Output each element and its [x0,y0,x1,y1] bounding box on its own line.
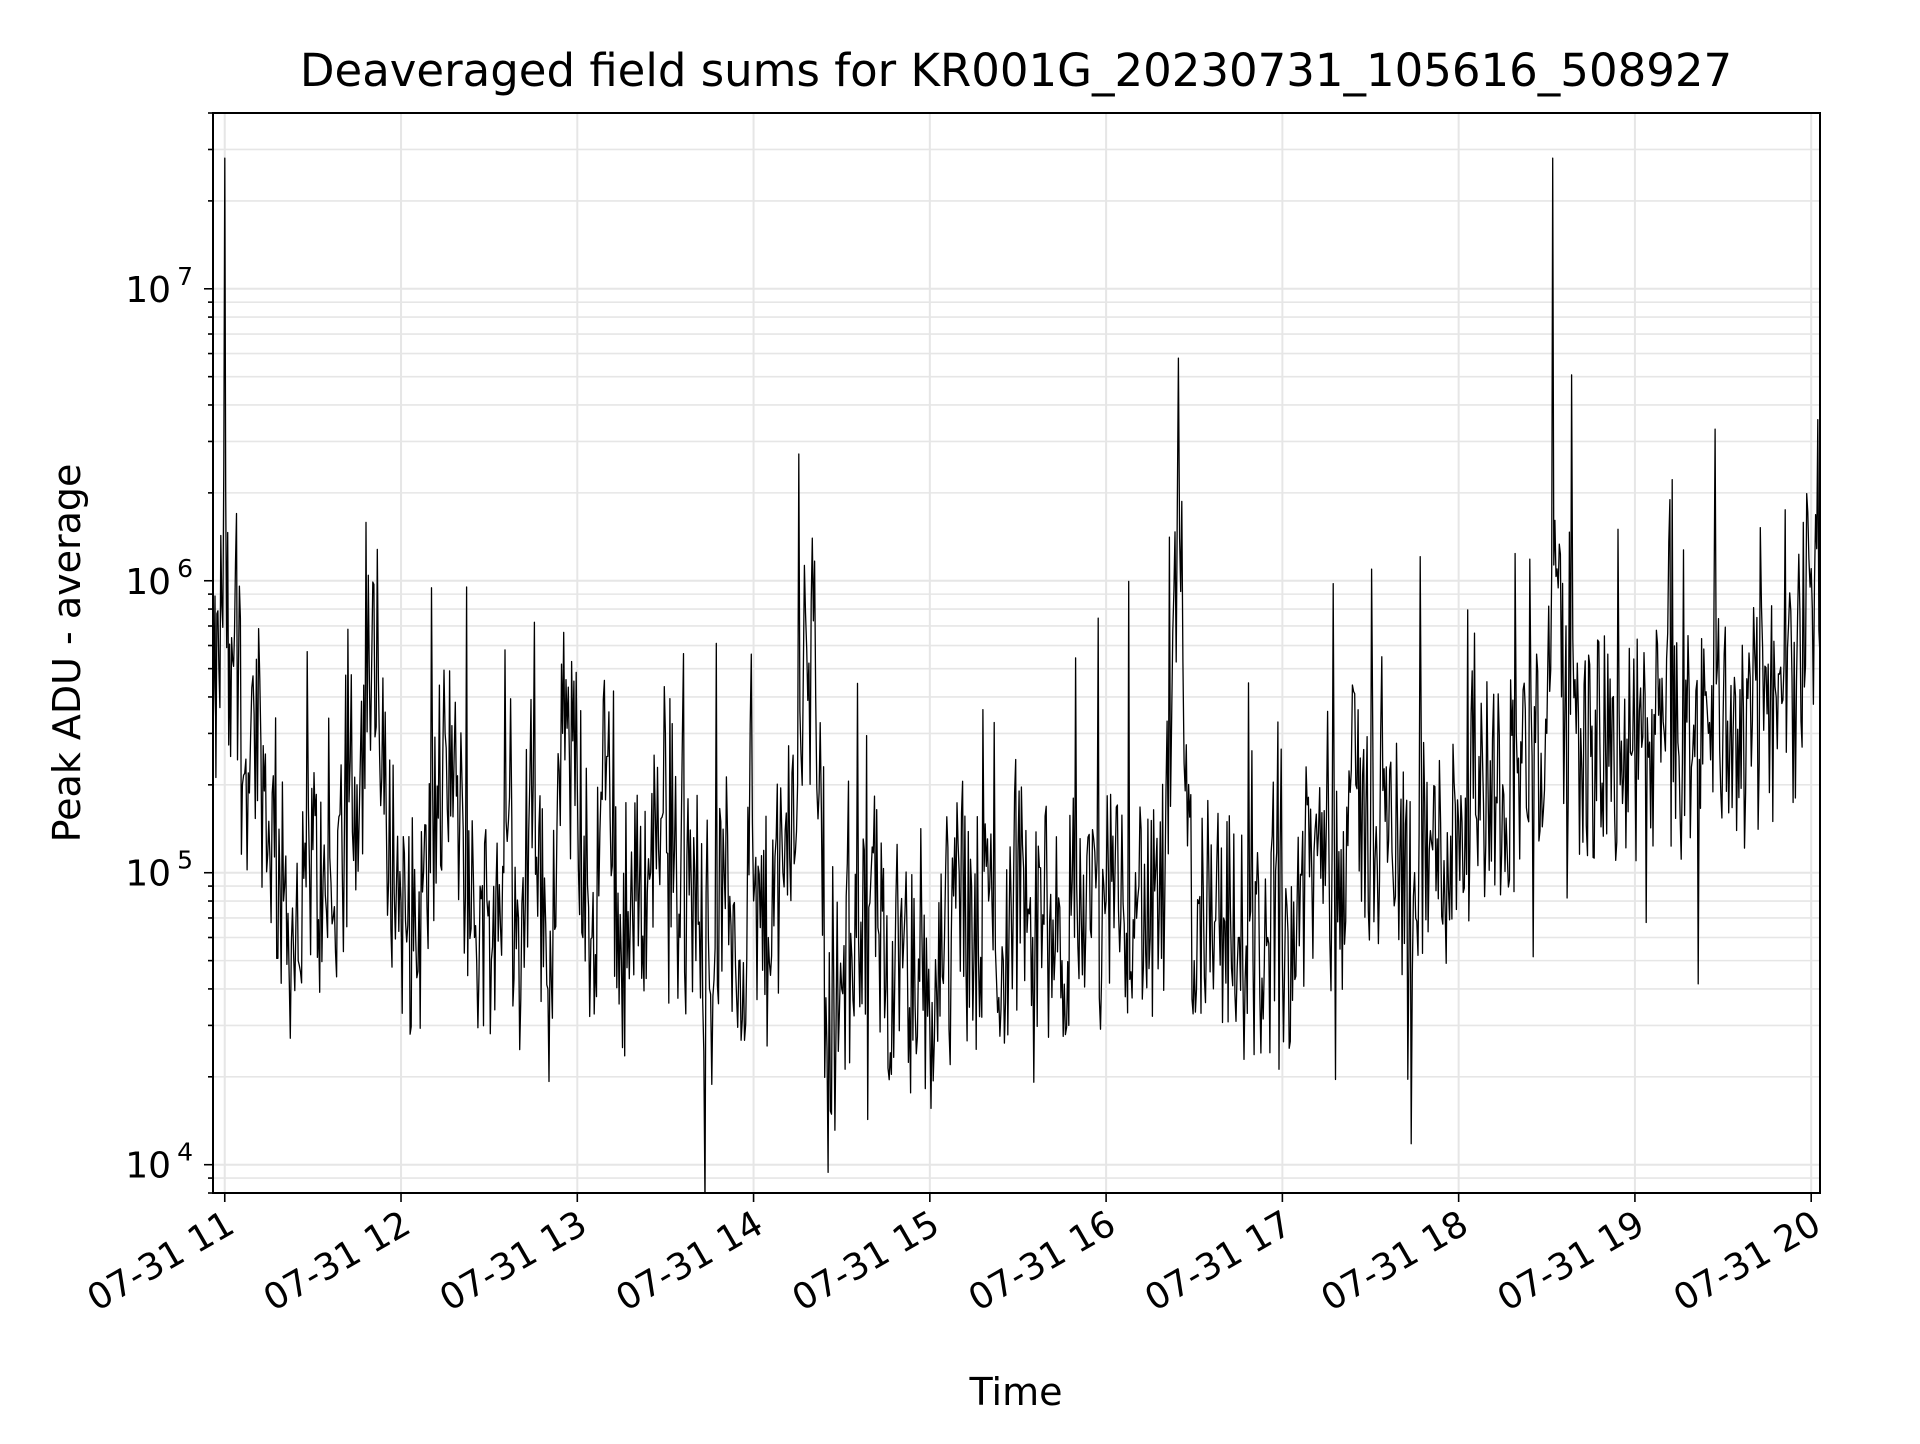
y-tick-label: 10 [125,854,171,895]
chart-title: Deaveraged field sums for KR001G_2023073… [300,44,1732,97]
y-tick-exponent: 4 [177,1138,193,1167]
y-tick-base: 10 [125,562,171,603]
y-tick-label: 10 [125,562,171,603]
y-tick-label: 10 [125,270,171,311]
axes-frame [212,112,1821,1194]
y-tick-base: 10 [125,1146,171,1187]
y-tick-exponent: 5 [177,846,193,875]
y-tick-label: 10 [125,1146,171,1187]
series-line [213,157,1820,1193]
y-tick-base: 10 [125,854,171,895]
y-tick-exponent: 6 [177,554,193,583]
y-tick-exponent: 7 [177,262,193,291]
x-axis-label: Time [969,1370,1063,1414]
y-axis-label: Peak ADU - average [45,464,89,843]
series-layer [213,157,1820,1193]
y-tick-base: 10 [125,270,171,311]
